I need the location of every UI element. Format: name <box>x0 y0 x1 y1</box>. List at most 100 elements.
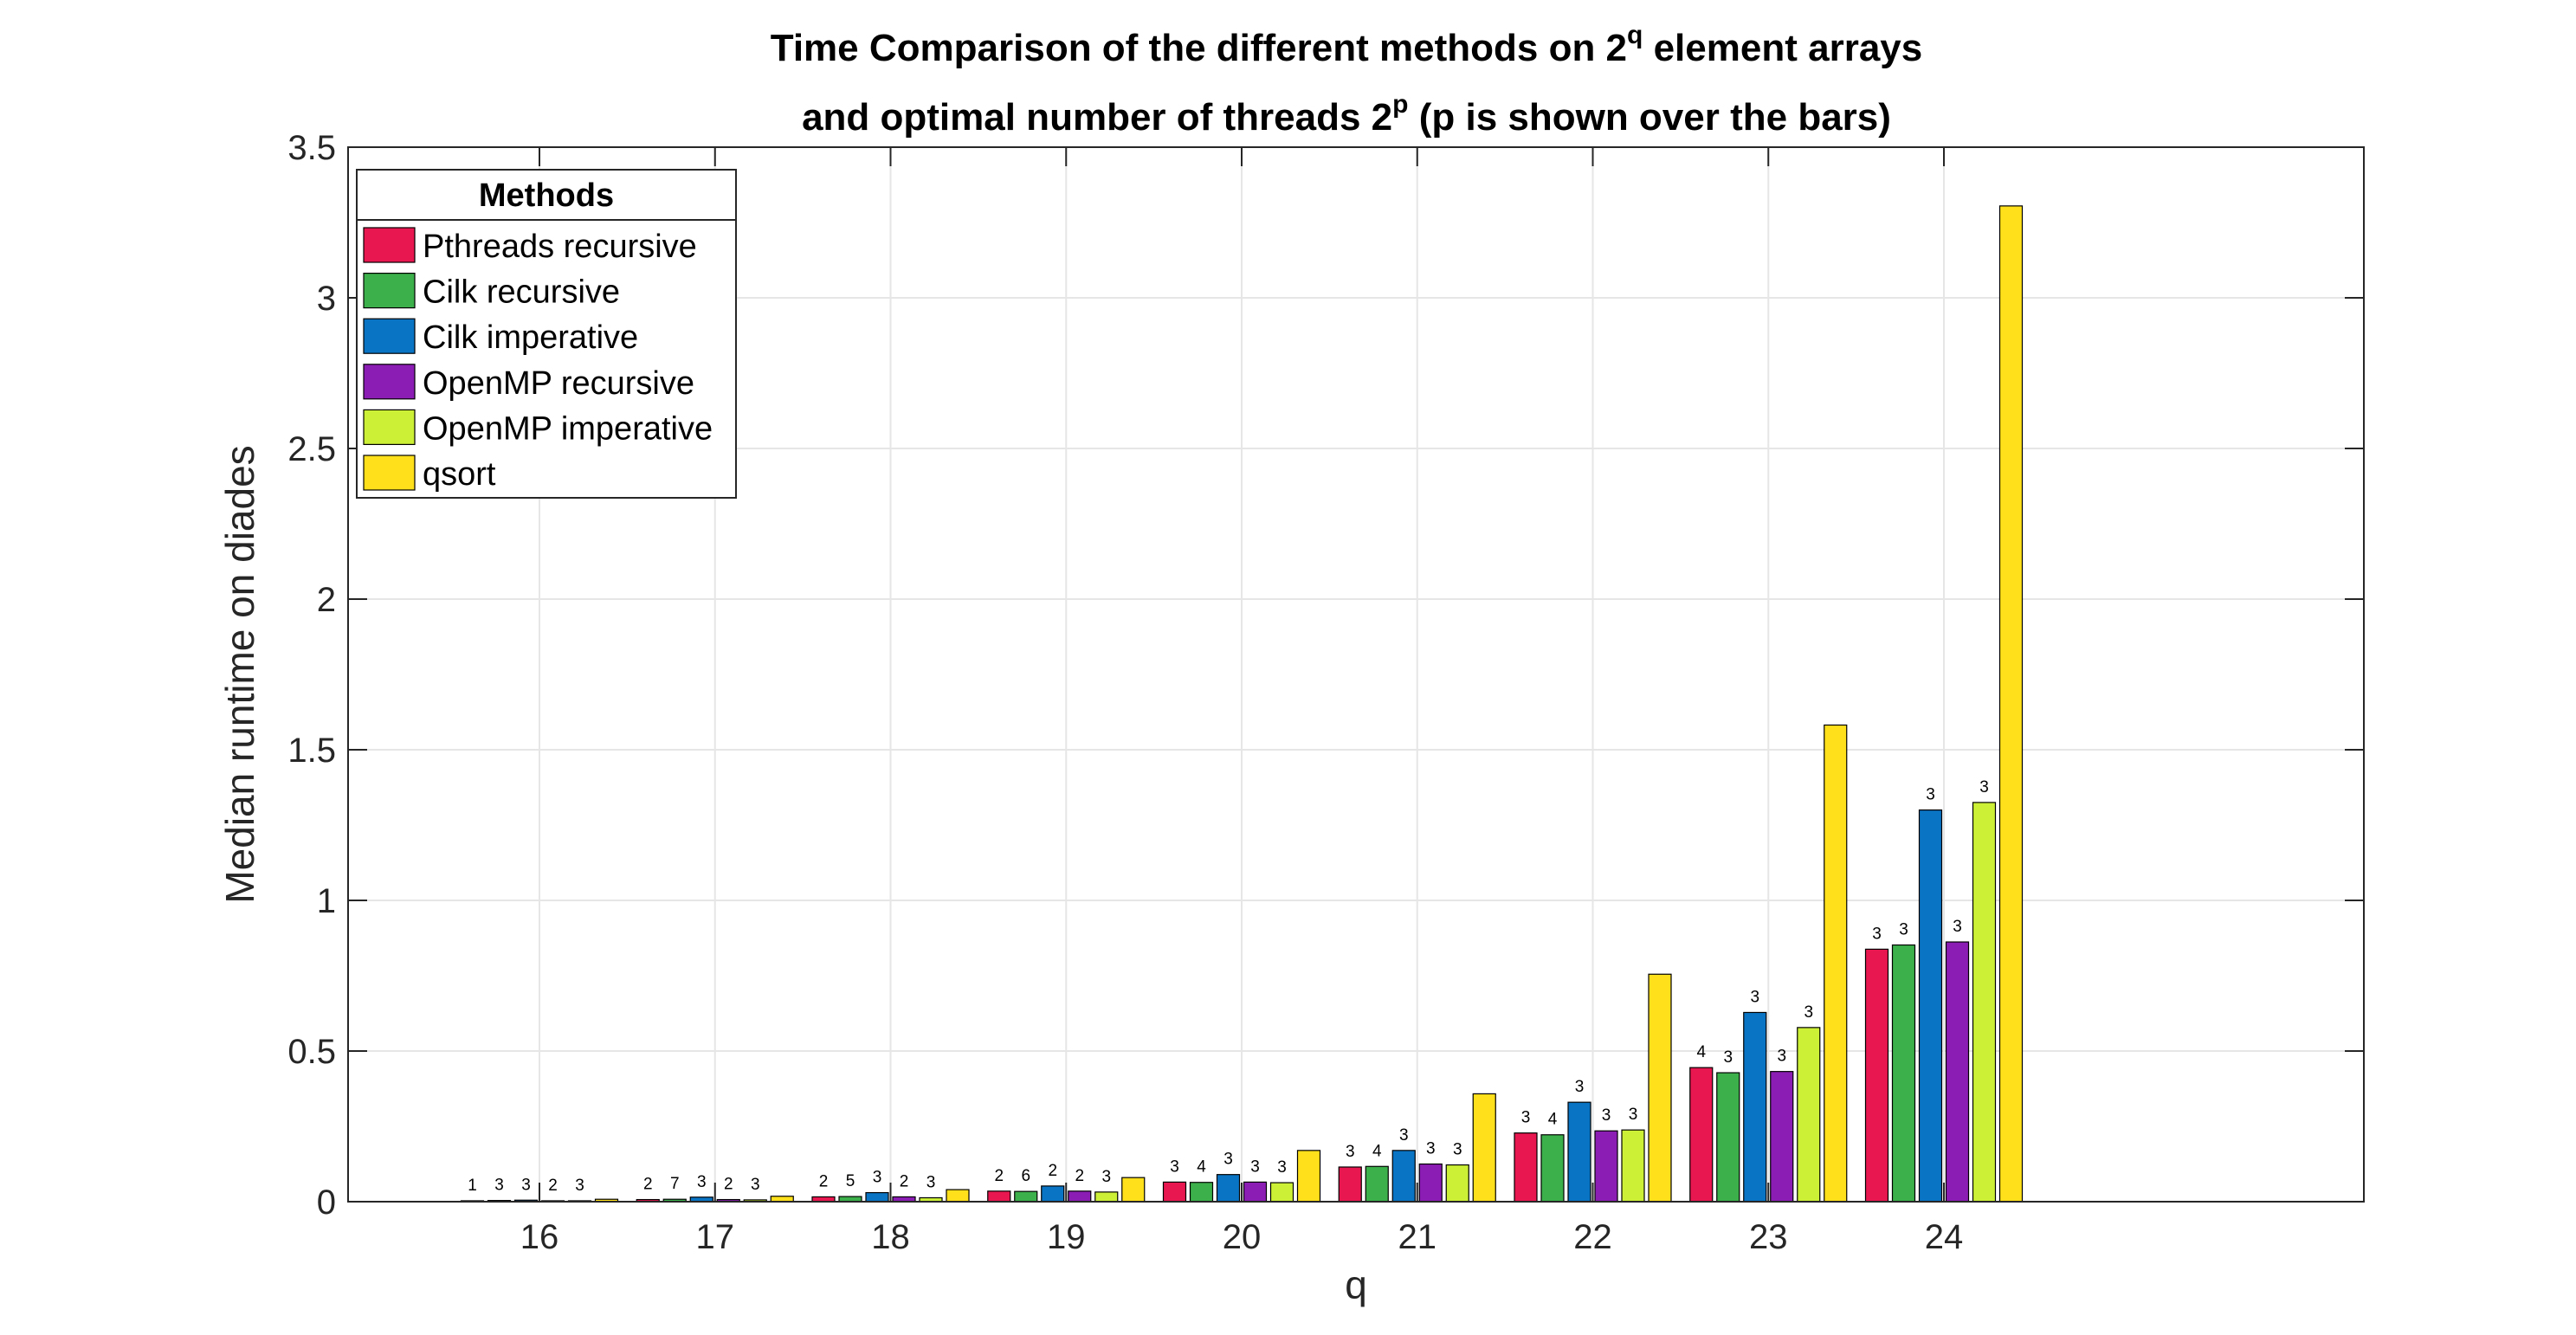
bar-label: 3 <box>697 1173 707 1191</box>
bar <box>1216 1174 1241 1203</box>
bar <box>1891 944 1916 1203</box>
bar <box>1445 1164 1469 1203</box>
y-tick-label: 3.5 <box>287 129 336 167</box>
legend-box <box>356 169 737 499</box>
legend-title: Methods <box>479 177 614 214</box>
bar-label: 7 <box>670 1175 680 1193</box>
bar-label: 3 <box>1979 778 1989 796</box>
bar <box>1162 1181 1187 1203</box>
bar-label: 3 <box>1953 918 1962 936</box>
x-tick-label: 21 <box>1398 1218 1437 1256</box>
x-tick-label: 19 <box>1047 1218 1086 1256</box>
legend-items: Pthreads recursive Cilk recursive Cilk imp… <box>363 227 713 493</box>
bar <box>1770 1071 1794 1203</box>
x-tick-label: 23 <box>1749 1218 1788 1256</box>
legend-label: OpenMP recursive <box>423 365 694 402</box>
y-tick-labels: 0 0.5 1 1.5 2 2.5 3 3.5 <box>287 129 336 1222</box>
bar-label: 4 <box>1197 1158 1206 1177</box>
bar-label: 3 <box>1521 1109 1531 1127</box>
bar-label: 3 <box>1223 1151 1233 1169</box>
bar <box>1189 1182 1214 1203</box>
bar <box>1864 948 1889 1203</box>
bar <box>1094 1191 1119 1203</box>
x-tick-labels: 16 17 18 19 20 21 22 23 24 <box>520 1218 1964 1256</box>
bar <box>1041 1185 1065 1203</box>
bar-label: 3 <box>1899 921 1908 939</box>
x-tick-label: 22 <box>1573 1218 1612 1256</box>
legend-swatch <box>363 455 416 491</box>
bar-label: 3 <box>1872 925 1882 943</box>
bar <box>1243 1181 1268 1203</box>
bar <box>1121 1177 1146 1203</box>
bar-label: 4 <box>1696 1043 1706 1061</box>
bar <box>1567 1101 1591 1203</box>
bar-label: 4 <box>1372 1142 1382 1160</box>
bar-label: 3 <box>1926 786 1935 804</box>
bar-label: 5 <box>846 1172 855 1190</box>
axis-ticks <box>348 146 2364 1203</box>
bar-label: 3 <box>873 1169 882 1187</box>
legend-label: qsort <box>423 456 496 493</box>
bar <box>1472 1093 1496 1203</box>
bar <box>946 1189 970 1203</box>
bar <box>1998 205 2024 1203</box>
bar <box>1945 941 1970 1203</box>
bar-label: 2 <box>819 1172 829 1190</box>
x-tick-label: 18 <box>871 1218 910 1256</box>
bar-label: 3 <box>1426 1140 1436 1158</box>
bar-label: 4 <box>1548 1111 1558 1129</box>
bar <box>1338 1166 1362 1203</box>
bar-label: 3 <box>1170 1158 1179 1176</box>
bar-label: 1 <box>468 1177 477 1195</box>
bar <box>1540 1134 1565 1203</box>
bar-label: 3 <box>521 1176 531 1194</box>
bar <box>1716 1072 1740 1203</box>
bar-label: 3 <box>1602 1106 1611 1125</box>
x-tick-label: 16 <box>520 1218 559 1256</box>
bar-label: 2 <box>1048 1162 1057 1180</box>
bar-label: 3 <box>1453 1141 1462 1159</box>
bar-label: 3 <box>1723 1048 1733 1067</box>
bar <box>1418 1163 1443 1203</box>
bar-label: 2 <box>643 1176 653 1194</box>
legend: Methods Pthreads recursive Cilk recursive… <box>356 169 737 499</box>
bar <box>1972 802 1997 1203</box>
legend-swatch <box>363 273 416 309</box>
bar-label: 2 <box>900 1172 909 1190</box>
bar-label: 3 <box>926 1173 936 1191</box>
legend-swatch <box>363 318 416 354</box>
bar <box>1296 1150 1321 1203</box>
bar-label: 3 <box>1277 1158 1287 1177</box>
bar-label: 3 <box>1101 1168 1111 1186</box>
bar <box>1824 724 1848 1203</box>
chart-title-line-2: and optimal number of threads 2p (p is s… <box>802 90 1891 139</box>
bar-label: 3 <box>751 1176 760 1194</box>
x-tick-label: 24 <box>1925 1218 1964 1256</box>
y-tick-label: 0.5 <box>287 1033 336 1071</box>
bar <box>1014 1190 1038 1203</box>
y-axis-label: Median runtime on diades <box>217 445 262 903</box>
bar <box>1689 1067 1714 1203</box>
y-tick-label: 1 <box>317 882 336 920</box>
y-tick-label: 1.5 <box>287 732 336 770</box>
y-tick-label: 2.5 <box>287 430 336 468</box>
plot-box <box>347 146 2365 1203</box>
bar <box>1269 1182 1294 1203</box>
x-tick-label: 20 <box>1223 1218 1262 1256</box>
title-line-2-superscript: p <box>1392 90 1408 119</box>
legend-swatch <box>363 227 416 263</box>
y-tick-label: 3 <box>317 280 336 318</box>
bar-label: 3 <box>1750 988 1759 1006</box>
bar-label: 3 <box>575 1177 584 1195</box>
bar-label: 2 <box>724 1176 733 1194</box>
bar <box>1918 809 1943 1203</box>
y-tick-label: 2 <box>317 581 336 619</box>
bar <box>1365 1165 1389 1203</box>
legend-swatch <box>363 364 416 400</box>
legend-label: OpenMP imperative <box>423 410 713 447</box>
x-tick-label: 17 <box>696 1218 735 1256</box>
legend-swatch <box>363 409 416 445</box>
title-line-1-tail: element arrays <box>1643 27 1922 69</box>
